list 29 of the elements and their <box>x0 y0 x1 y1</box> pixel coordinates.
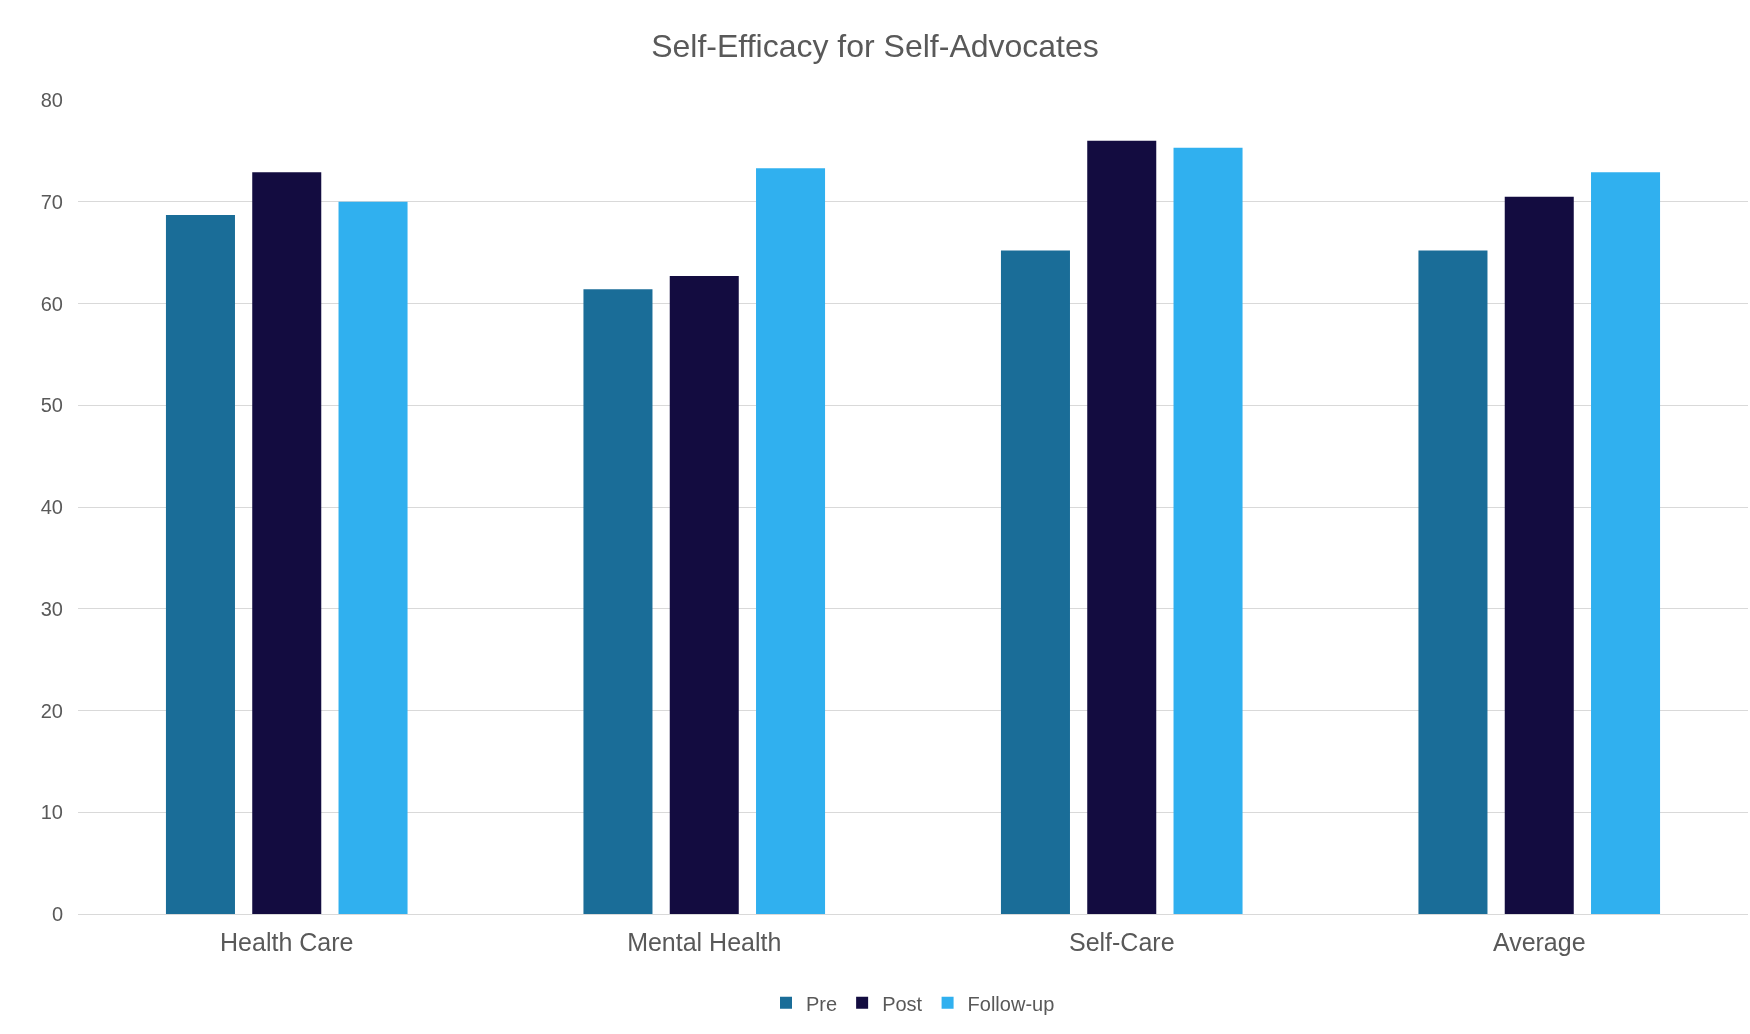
y-tick-label: 80 <box>40 89 63 111</box>
y-tick-label: 20 <box>40 699 63 722</box>
bar <box>252 172 322 914</box>
x-tick-label: Health Care <box>220 928 354 957</box>
y-tick-label: 50 <box>40 394 63 417</box>
bar <box>1173 147 1243 914</box>
y-tick-label: 10 <box>40 801 63 824</box>
y-tick-label: 40 <box>40 496 63 518</box>
bar <box>1418 250 1488 914</box>
bar <box>165 214 235 914</box>
bar <box>1000 250 1070 914</box>
bar <box>1591 172 1661 914</box>
chart-title: Self-Efficacy for Self-Advocates <box>651 28 1099 65</box>
legend-label: Follow-up <box>967 992 1055 1015</box>
y-tick-label: 60 <box>40 292 63 315</box>
bar <box>1504 196 1574 914</box>
y-tick-label: 0 <box>51 903 63 925</box>
y-tick-label: 30 <box>40 597 63 620</box>
legend-label: Pre <box>806 992 838 1015</box>
y-tick-label: 70 <box>40 190 63 213</box>
x-tick-label: Average <box>1492 928 1586 957</box>
legend-label: Post <box>882 992 923 1015</box>
x-tick-label: Self-Care <box>1068 928 1175 957</box>
bar <box>669 276 739 914</box>
bar <box>338 201 408 914</box>
bar <box>756 168 826 914</box>
bar <box>1087 140 1157 914</box>
x-tick-label: Mental Health <box>627 928 782 957</box>
bar <box>583 289 653 914</box>
